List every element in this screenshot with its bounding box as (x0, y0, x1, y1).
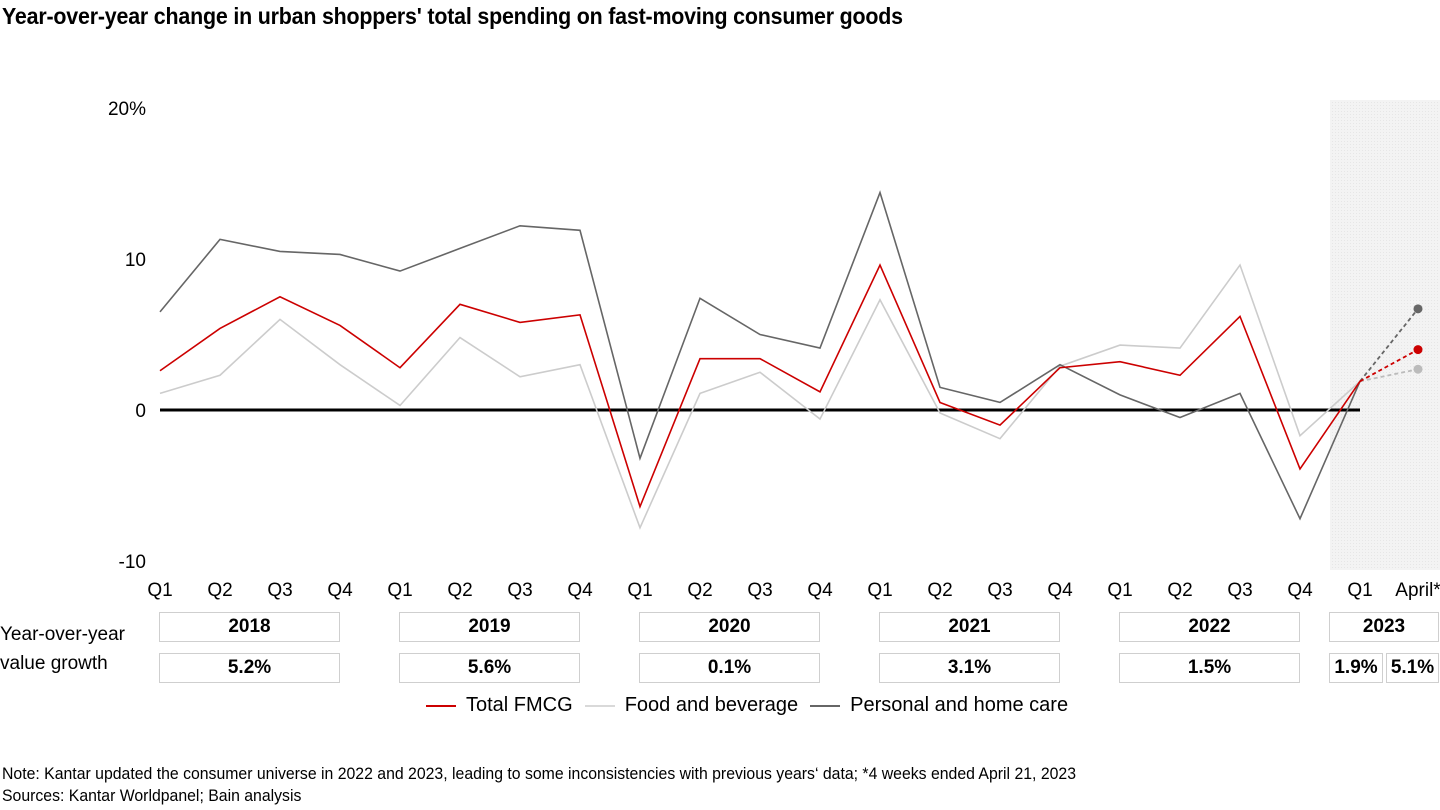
series-line-food-and-beverage (159, 263, 1361, 530)
x-tick-label: Q1 (867, 580, 892, 600)
growth-box-2023-april: 5.1% (1386, 653, 1439, 683)
row-label-line-1: Year-over-year (0, 624, 125, 645)
growth-box-2021: 3.1% (879, 653, 1060, 683)
legend-item-food-beverage: Food and beverage (584, 694, 799, 717)
line-chart: 20% 10 0 -10 Q1 Q2 Q3 Q4 Q1 Q2 Q3 Q4 Q1 Q2 Q3 Q4 Q1 Q2 Q3… (108, 99, 1440, 600)
legend-swatch-red (426, 704, 456, 707)
y-tick-label: 10 (125, 250, 146, 271)
growth-box-2022: 1.5% (1119, 653, 1300, 683)
footnote: Note: Kantar updated the consumer univer… (2, 763, 1076, 807)
legend: Total FMCG Food and beverage Personal an… (426, 694, 1080, 717)
forecast-highlight-region (1330, 100, 1440, 570)
x-tick-label: Q3 (987, 580, 1012, 600)
year-box-2023: 2023 (1329, 612, 1439, 642)
x-tick-label: Q4 (1047, 580, 1073, 600)
year-box-2020: 2020 (639, 612, 820, 642)
series-line-personal-and-home-care (159, 190, 1361, 521)
sources-text: Sources: Kantar Worldpanel; Bain analysi… (2, 786, 302, 805)
growth-box-2018: 5.2% (159, 653, 340, 683)
x-tick-label: Q4 (567, 580, 593, 600)
x-tick-label: Q1 (1107, 580, 1132, 600)
growth-box-2023-q1: 1.9% (1329, 653, 1383, 683)
x-tick-label: Q1 (1347, 580, 1372, 600)
year-box-2018: 2018 (159, 612, 340, 642)
series-projection-food-and-beverage (1359, 368, 1419, 383)
growth-box-2020: 0.1% (639, 653, 820, 683)
legend-swatch-dark-gray (810, 704, 841, 707)
series-line-total-fmcg (159, 263, 1361, 510)
legend-label: Food and beverage (624, 694, 799, 716)
x-tick-label: Q1 (627, 580, 652, 600)
x-tick-label: Q3 (747, 580, 772, 600)
legend-item-personal-home-care: Personal and home care (810, 694, 1068, 717)
x-tick-label: Q2 (927, 580, 952, 600)
series-end-point-personal-and-home-care (1413, 304, 1423, 314)
legend-item-total-fmcg: Total FMCG (426, 694, 573, 717)
x-tick-label: Q3 (507, 580, 532, 600)
x-tick-label: Q3 (267, 580, 292, 600)
row-label-line-2: value growth (0, 653, 108, 674)
note-text: Note: Kantar updated the consumer univer… (2, 764, 1077, 783)
x-tick-label: Q1 (387, 580, 412, 600)
x-tick-label: Q3 (1227, 580, 1252, 600)
chart-title: Year-over-year change in urban shoppers'… (2, 3, 903, 29)
legend-label: Total FMCG (466, 694, 573, 716)
x-tick-label: Q2 (447, 580, 472, 600)
series-end-point-total-fmcg (1413, 345, 1423, 355)
x-tick-label: Q4 (327, 580, 353, 600)
year-box-2019: 2019 (399, 612, 580, 642)
legend-swatch-light-gray (584, 704, 615, 707)
y-tick-label: 20% (108, 99, 146, 120)
x-tick-label: Q4 (1287, 580, 1313, 600)
x-tick-label: Q2 (687, 580, 712, 600)
year-box-2022: 2022 (1119, 612, 1300, 642)
x-tick-label: Q2 (207, 580, 232, 600)
year-box-2021: 2021 (879, 612, 1060, 642)
growth-box-2019: 5.6% (399, 653, 580, 683)
x-tick-label: April* (1395, 580, 1440, 600)
y-tick-label: -10 (119, 552, 146, 573)
x-tick-label: Q4 (807, 580, 833, 600)
x-tick-label: Q1 (147, 580, 172, 600)
y-tick-label: 0 (135, 401, 146, 422)
series-projection-personal-and-home-care (1359, 308, 1419, 382)
legend-label: Personal and home care (850, 694, 1069, 716)
series-end-point-food-and-beverage (1413, 364, 1423, 374)
x-tick-label: Q2 (1167, 580, 1192, 600)
row-label: Year-over-year value growth (0, 620, 125, 678)
